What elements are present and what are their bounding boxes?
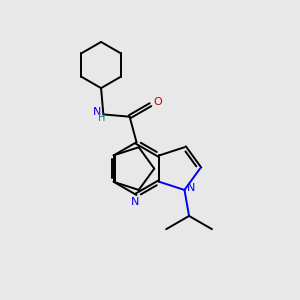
Text: N: N [187,184,195,194]
Text: N: N [131,196,139,207]
Text: H: H [98,113,106,123]
Text: O: O [154,97,162,107]
Text: N: N [93,107,101,117]
